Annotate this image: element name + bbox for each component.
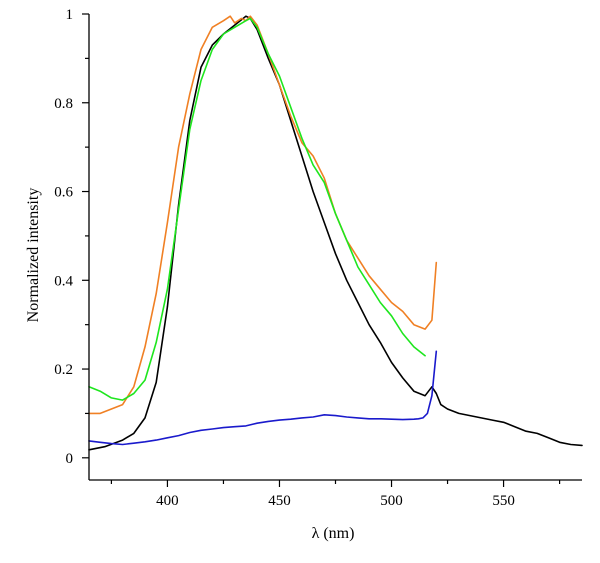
- y-axis-title: Normalized intensity: [25, 188, 42, 323]
- x-axis-title: λ (nm): [312, 525, 355, 542]
- y-tick-label: 0.2: [54, 362, 73, 378]
- series-group: [88, 15, 583, 451]
- y-tick-label: 0.4: [54, 273, 73, 289]
- series-line-3: [88, 17, 426, 401]
- y-tick-label: 0.8: [54, 96, 73, 112]
- series-line-2: [88, 15, 438, 415]
- x-tick-label: 500: [380, 493, 403, 509]
- y-tick-label: 0.6: [54, 185, 73, 201]
- x-tick-label: 550: [492, 493, 515, 509]
- x-tick-label: 450: [268, 493, 291, 509]
- series-line-1: [88, 15, 583, 451]
- series-line-4: [88, 350, 438, 446]
- y-tick-label: 1: [66, 7, 74, 23]
- y-tick-label: 0: [66, 451, 74, 467]
- axes-group: 400 450 500 550 0 0.2 0.4 0.6 0.8 1: [54, 7, 582, 509]
- x-tick-label: 400: [156, 493, 179, 509]
